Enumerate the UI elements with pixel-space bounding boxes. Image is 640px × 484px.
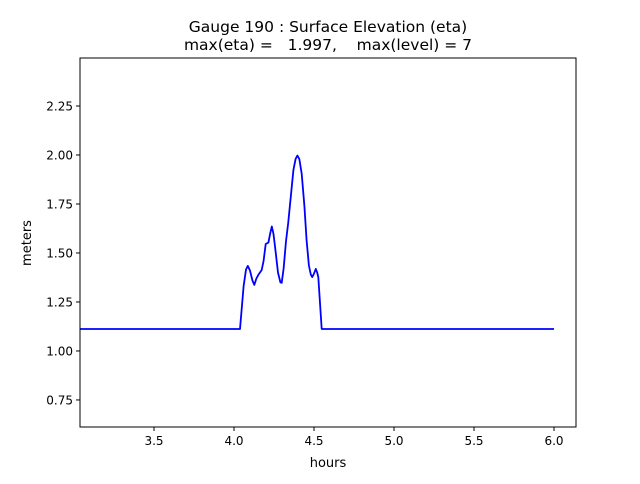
axes-frame: [79, 57, 577, 428]
x-tick-label: 4.5: [304, 434, 323, 448]
x-axis-label: hours: [310, 456, 347, 471]
y-tick-label: 1.25: [46, 295, 73, 309]
x-tick-label: 5.0: [384, 434, 403, 448]
x-tick-label: 4.0: [224, 434, 243, 448]
x-tick-label: 6.0: [544, 434, 563, 448]
series-line-eta: [80, 154, 554, 330]
y-axis-label: meters: [20, 220, 35, 266]
y-tick-label: 2.25: [46, 100, 73, 114]
y-tick-label: 1.00: [46, 344, 73, 358]
x-tick-label: 3.5: [144, 434, 163, 448]
x-tick-label: 5.5: [464, 434, 483, 448]
y-tick-label: 1.50: [46, 246, 73, 260]
chart-title-line1: Gauge 190 : Surface Elevation (eta): [189, 18, 467, 36]
y-tick-label: 1.75: [46, 197, 73, 211]
chart-title-line2: max(eta) = 1.997, max(level) = 7: [184, 36, 472, 54]
y-tick-label: 2.00: [46, 149, 73, 163]
y-tick-label: 0.75: [46, 393, 73, 407]
